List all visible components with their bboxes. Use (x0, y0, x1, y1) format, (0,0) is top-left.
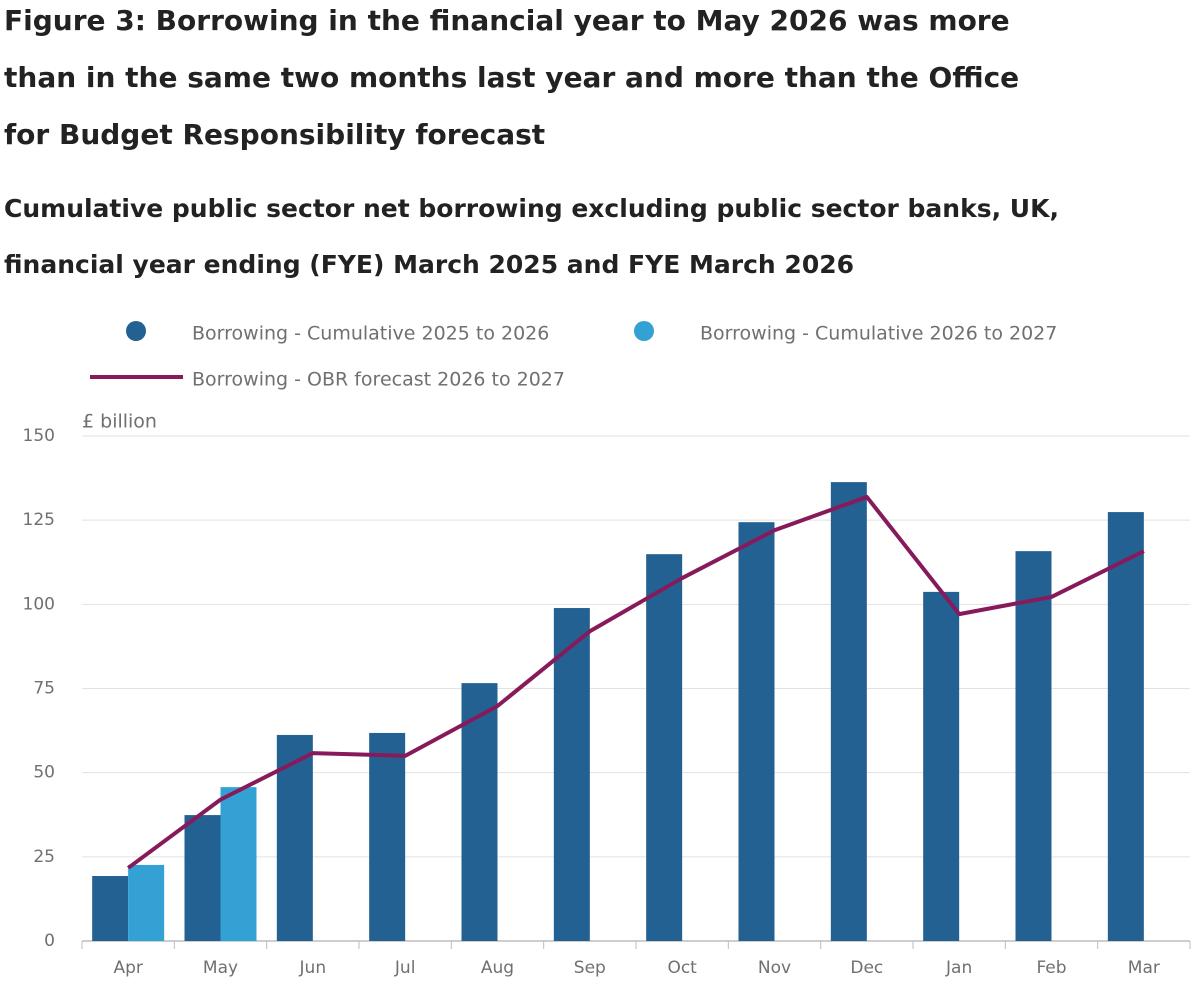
bar (220, 787, 257, 941)
bar (553, 608, 590, 941)
legend-label: Borrowing - Cumulative 2025 to 2026 (192, 323, 549, 345)
legend-swatch (634, 321, 654, 341)
x-tick-label: May (203, 958, 238, 978)
bar (184, 815, 221, 941)
y-tick-label: 50 (33, 763, 55, 783)
bar (1107, 512, 1144, 941)
chart-title: than in the same two months last year an… (4, 61, 1019, 94)
x-tick-label: Sep (574, 958, 606, 978)
chart-subtitle: financial year ending (FYE) March 2025 a… (4, 250, 854, 279)
x-tick-label: Jul (394, 958, 416, 978)
line (126, 494, 1145, 870)
x-tick-label: Dec (850, 958, 883, 978)
legend-label: Borrowing - OBR forecast 2026 to 2027 (192, 369, 565, 391)
bar (276, 734, 313, 941)
legend-label: Borrowing - Cumulative 2026 to 2027 (700, 323, 1057, 345)
bar (369, 732, 406, 941)
chart-title: for Budget Responsibility forecast (4, 118, 545, 151)
bar (128, 864, 165, 941)
x-tick-label: Aug (481, 958, 514, 978)
x-tick-label: Oct (667, 958, 697, 978)
y-tick-label: 125 (23, 510, 55, 530)
y-tick-label: 0 (44, 931, 55, 951)
y-axis-label: £ billion (82, 411, 157, 433)
bar (646, 554, 683, 941)
x-tick-label: Feb (1036, 958, 1066, 978)
bar (830, 482, 867, 941)
chart-title: Figure 3: Borrowing in the financial yea… (4, 4, 1010, 37)
x-tick-label: Jun (299, 958, 327, 978)
x-tick-label: Jan (945, 958, 972, 978)
x-tick-label: Mar (1128, 958, 1160, 978)
bar (923, 591, 960, 941)
bar (1015, 551, 1052, 941)
x-tick-label: Apr (113, 958, 142, 978)
legend-swatch (126, 321, 146, 341)
bar (738, 522, 775, 941)
y-tick-label: 25 (33, 847, 55, 867)
bar (461, 683, 498, 941)
x-tick-label: Nov (758, 958, 791, 978)
y-tick-label: 75 (33, 679, 55, 699)
chart-subtitle: Cumulative public sector net borrowing e… (4, 194, 1059, 223)
y-tick-label: 150 (23, 426, 55, 446)
y-tick-label: 100 (23, 594, 55, 614)
bar (92, 876, 129, 941)
